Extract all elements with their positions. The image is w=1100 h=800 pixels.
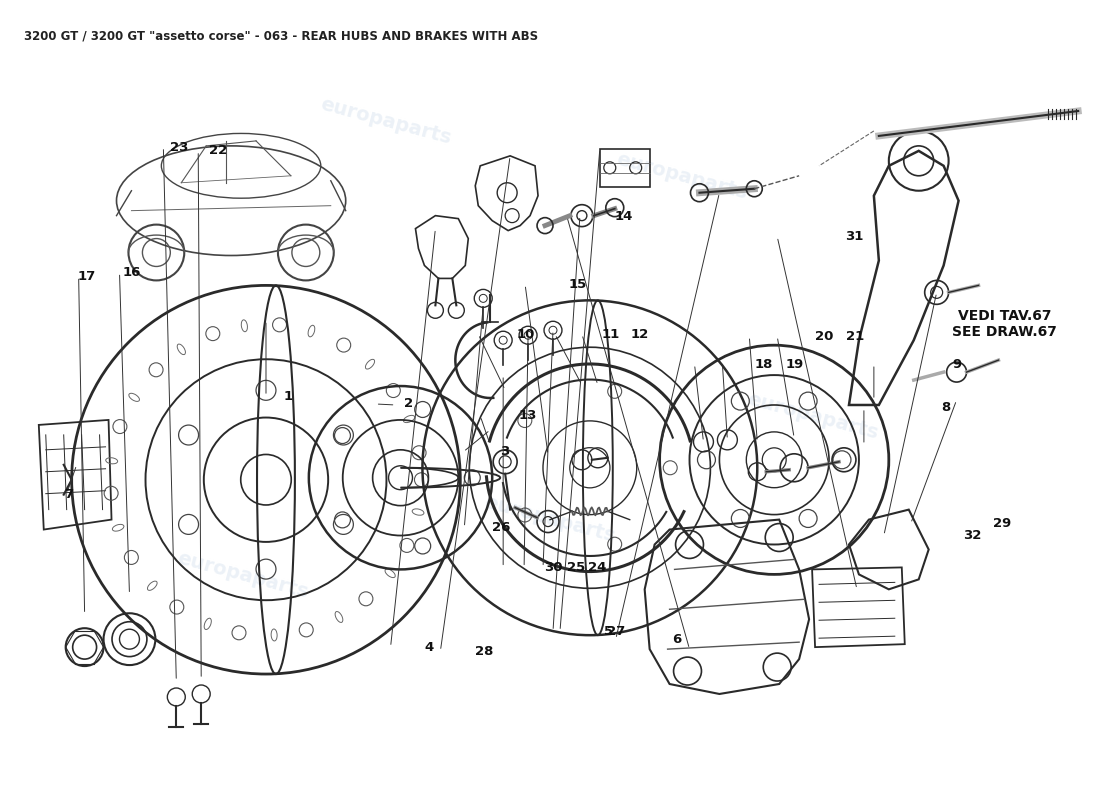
Text: 1: 1: [284, 390, 293, 402]
Text: 16: 16: [122, 266, 141, 279]
Text: 27: 27: [606, 625, 625, 638]
Text: VEDI TAV.67
SEE DRAW.67: VEDI TAV.67 SEE DRAW.67: [953, 309, 1057, 339]
Text: europaparts: europaparts: [746, 390, 881, 442]
Text: 3200 GT / 3200 GT "assetto corse" - 063 - REAR HUBS AND BRAKES WITH ABS: 3200 GT / 3200 GT "assetto corse" - 063 …: [24, 30, 538, 42]
Text: 14: 14: [614, 210, 632, 223]
Text: 26: 26: [492, 521, 510, 534]
Text: 22: 22: [209, 144, 227, 157]
Text: 30: 30: [544, 561, 562, 574]
Text: 8: 8: [940, 402, 950, 414]
Text: 12: 12: [630, 328, 649, 341]
Text: 28: 28: [475, 645, 494, 658]
Text: europaparts: europaparts: [483, 493, 617, 546]
Text: 32: 32: [962, 529, 981, 542]
Text: 13: 13: [519, 410, 537, 422]
Text: 31: 31: [846, 230, 864, 243]
Text: 25: 25: [568, 561, 585, 574]
Text: 4: 4: [425, 641, 435, 654]
Text: 23: 23: [170, 141, 189, 154]
Text: 3: 3: [500, 446, 509, 458]
Bar: [600, 149, 650, 186]
Text: europaparts: europaparts: [318, 94, 453, 148]
Text: 21: 21: [846, 330, 864, 342]
Text: 18: 18: [755, 358, 773, 370]
Text: 17: 17: [77, 270, 96, 283]
Text: 19: 19: [785, 358, 804, 370]
Text: 2: 2: [404, 398, 412, 410]
Text: 6: 6: [672, 633, 682, 646]
Text: 24: 24: [587, 561, 606, 574]
Text: 11: 11: [602, 328, 619, 341]
Text: 5: 5: [604, 625, 613, 638]
Text: 10: 10: [517, 328, 535, 341]
Text: europaparts: europaparts: [614, 150, 749, 203]
Text: 29: 29: [992, 517, 1011, 530]
Text: 7: 7: [64, 487, 74, 501]
Text: 15: 15: [569, 278, 586, 291]
Text: europaparts: europaparts: [176, 549, 310, 602]
Text: 9: 9: [952, 358, 961, 370]
Text: 20: 20: [815, 330, 833, 342]
